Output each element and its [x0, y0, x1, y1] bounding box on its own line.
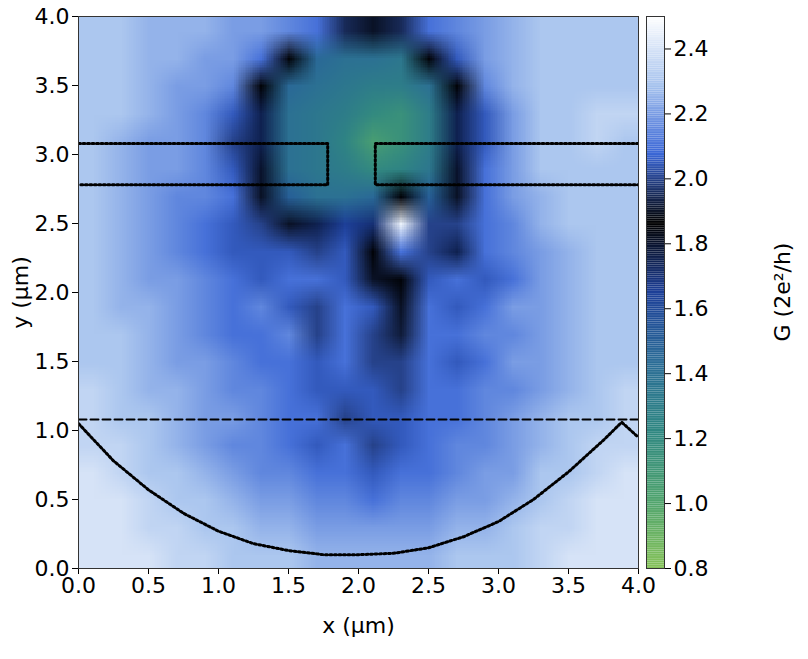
svg-text:1.5: 1.5 [271, 573, 306, 598]
svg-text:0.8: 0.8 [674, 556, 709, 581]
svg-text:1.6: 1.6 [674, 296, 709, 321]
svg-text:0.0: 0.0 [34, 555, 70, 581]
svg-text:1.0: 1.0 [35, 418, 70, 443]
svg-text:1.0: 1.0 [674, 491, 709, 516]
svg-text:3.0: 3.0 [35, 142, 70, 167]
svg-text:2.0: 2.0 [35, 280, 70, 305]
svg-text:3.5: 3.5 [35, 73, 70, 98]
svg-text:3.5: 3.5 [551, 573, 586, 598]
svg-text:2.4: 2.4 [674, 36, 709, 61]
svg-text:2.2: 2.2 [674, 101, 709, 126]
svg-text:1.2: 1.2 [674, 426, 709, 451]
svg-text:4.0: 4.0 [35, 4, 70, 29]
svg-text:3.0: 3.0 [481, 573, 516, 598]
html-text:G (2e²/h): G (2e²/h) [769, 242, 795, 342]
svg-text:0.5: 0.5 [131, 573, 166, 598]
svg-text:2.5: 2.5 [35, 211, 70, 236]
svg-text:y (µm): y (µm) [8, 256, 33, 329]
svg-text:1.0: 1.0 [201, 573, 236, 598]
svg-text:0.5: 0.5 [35, 487, 70, 512]
svg-text:1.5: 1.5 [35, 349, 70, 374]
svg-text:x (µm): x (µm) [322, 613, 395, 638]
svg-text:2.0: 2.0 [341, 573, 376, 598]
svg-text:1.4: 1.4 [674, 361, 709, 386]
svg-text:0.0: 0.0 [61, 573, 96, 598]
svg-text:4.0: 4.0 [621, 573, 656, 598]
svg-text:1.8: 1.8 [674, 231, 709, 256]
svg-text:2.0: 2.0 [674, 166, 709, 191]
svg-text:2.5: 2.5 [411, 573, 446, 598]
